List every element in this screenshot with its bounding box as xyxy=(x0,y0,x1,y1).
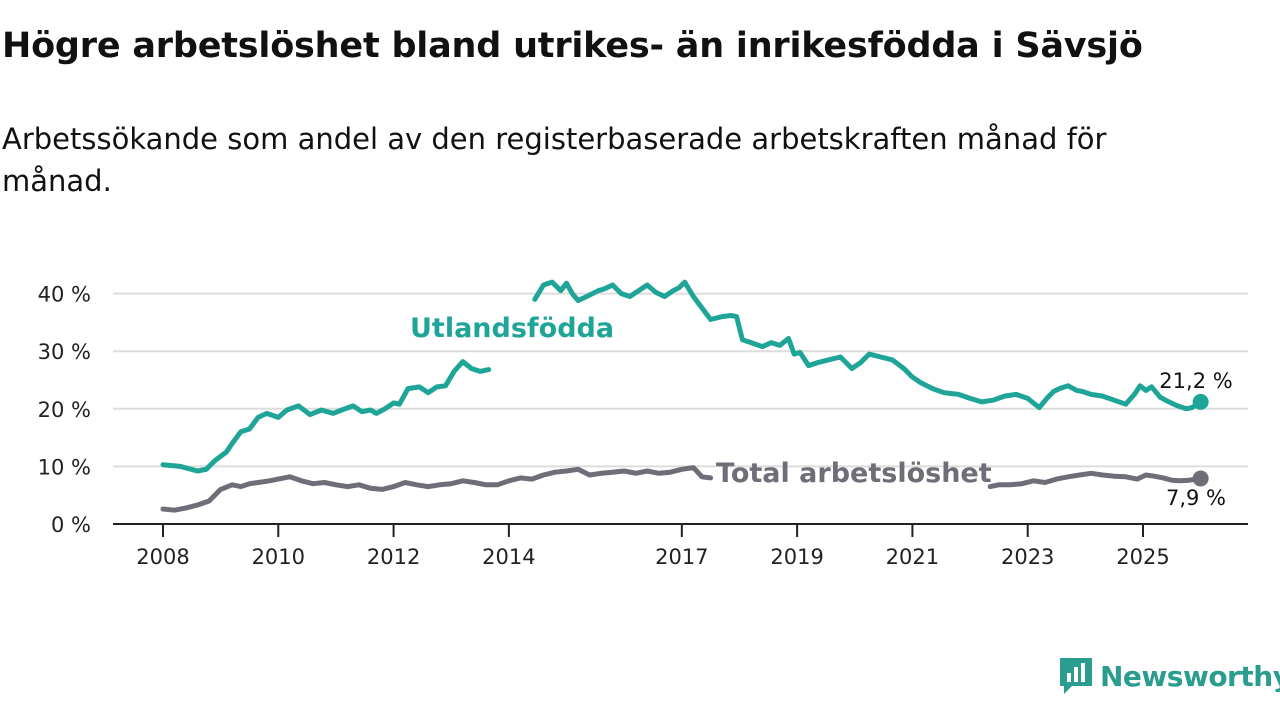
series-label-total: Total arbetslöshet xyxy=(716,458,992,489)
end-point-marker xyxy=(1192,470,1209,487)
series-line-total xyxy=(987,470,1204,490)
x-tick-label: 2021 xyxy=(886,545,939,569)
y-tick-label: 40 % xyxy=(38,283,91,307)
x-tick-label: 2012 xyxy=(367,545,420,569)
x-tick-label: 2023 xyxy=(1001,545,1054,569)
x-tick-label: 2008 xyxy=(136,545,189,569)
y-tick-label: 10 % xyxy=(38,455,91,479)
x-tick-label: 2019 xyxy=(770,545,823,569)
x-tick-label: 2017 xyxy=(655,545,708,569)
y-axis-ticks: 0 % 10 % 20 % 30 % 40 % xyxy=(38,283,91,537)
newsworthy-logo: Newsworthy xyxy=(1058,654,1280,698)
series-layer xyxy=(160,279,1209,513)
chart-title: Högre arbetslöshet bland utrikes- än inr… xyxy=(2,26,1143,66)
chart-subtitle: Arbetssökande som andel av den registerb… xyxy=(2,122,1107,198)
newsworthy-logo-icon xyxy=(1060,658,1092,694)
y-tick-label: 0 % xyxy=(51,513,91,537)
end-value-label-total: 7,9 % xyxy=(1166,486,1226,510)
x-tick-label: 2025 xyxy=(1116,545,1169,569)
x-tick-label: 2010 xyxy=(252,545,305,569)
series-line-utlandsfodda xyxy=(532,279,1204,412)
line-chart: 0 % 10 % 20 % 30 % 40 % 2008 2010 2012 2014 2017… xyxy=(38,279,1248,569)
brand-name: Newsworthy xyxy=(1100,659,1280,693)
x-tick-label: 2014 xyxy=(482,545,535,569)
y-tick-label: 20 % xyxy=(38,398,91,422)
x-axis-ticks: 2008 2010 2012 2014 2017 2019 2021 2023 2025 xyxy=(113,523,1248,569)
y-tick-label: 30 % xyxy=(38,340,91,364)
series-label-utlandsfodda: Utlandsfödda xyxy=(410,313,614,344)
label-layer: Utlandsfödda Total arbetslöshet 21,2 % 7,9 … xyxy=(410,313,1233,510)
end-value-label-utlandsfodda: 21,2 % xyxy=(1159,369,1232,393)
series-line-total xyxy=(160,465,714,513)
end-point-marker xyxy=(1192,393,1209,410)
gridlines xyxy=(113,292,1248,468)
series-line-utlandsfodda xyxy=(160,359,492,474)
